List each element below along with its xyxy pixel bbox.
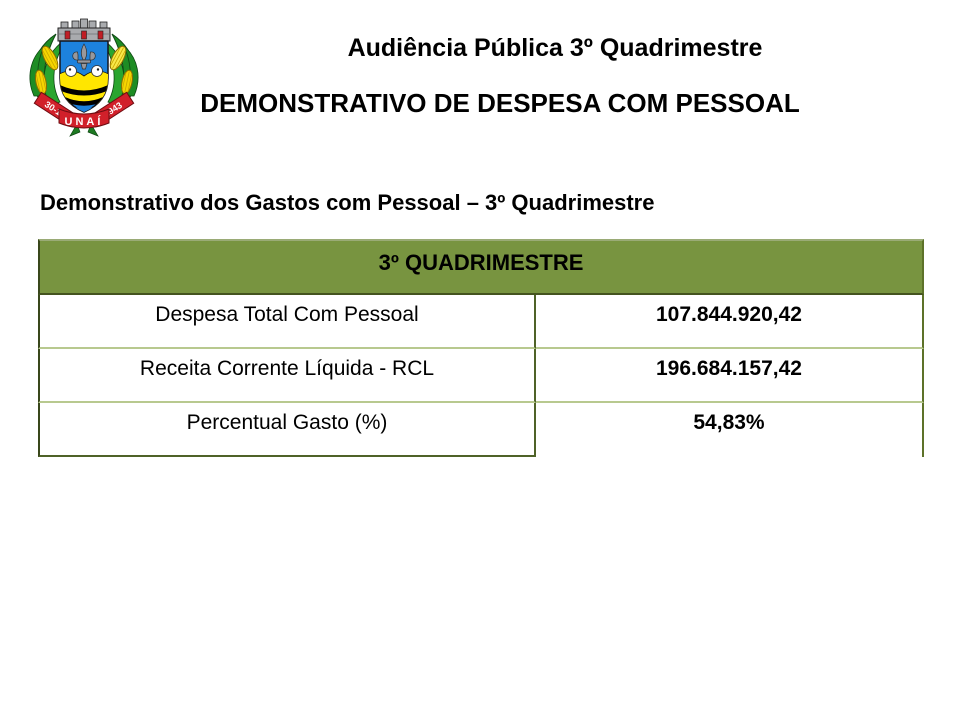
slide-subtitle: DEMONSTRATIVO DE DESPESA COM PESSOAL (200, 88, 800, 118)
table-row: Percentual Gasto (%) 54,83% (38, 403, 924, 457)
row-value: 196.684.157,42 (536, 349, 924, 403)
mural-crown (57, 18, 111, 42)
row-label: Despesa Total Com Pessoal (38, 295, 536, 349)
row-value: 54,83% (536, 403, 924, 457)
table-row: Receita Corrente Líquida - RCL 196.684.1… (38, 349, 924, 403)
row-label: Percentual Gasto (%) (38, 403, 536, 457)
row-label: Receita Corrente Líquida - RCL (38, 349, 536, 403)
table-header-cell: 3º QUADRIMESTRE (38, 239, 924, 295)
coat-of-arms-svg: 30-12 1943 UNAÍ (29, 18, 139, 137)
fleur-de-lis-icon (72, 43, 96, 70)
right-roundel (91, 65, 103, 77)
right-corn-branch (99, 33, 139, 111)
slide-title: Audiência Pública 3º Quadrimestre (347, 34, 763, 62)
left-roundel (65, 65, 77, 77)
personnel-expense-table: 3º QUADRIMESTRE Despesa Total Com Pessoa… (38, 239, 924, 457)
ribbon-city-name: UNAÍ (65, 115, 104, 128)
row-value: 107.844.920,42 (536, 295, 924, 349)
section-heading: Demonstrativo dos Gastos com Pessoal – 3… (40, 190, 655, 215)
left-corn-branch (29, 33, 69, 111)
unai-coat-of-arms-logo: 30-12 1943 UNAÍ (20, 10, 148, 142)
table-row: Despesa Total Com Pessoal 107.844.920,42 (38, 295, 924, 349)
